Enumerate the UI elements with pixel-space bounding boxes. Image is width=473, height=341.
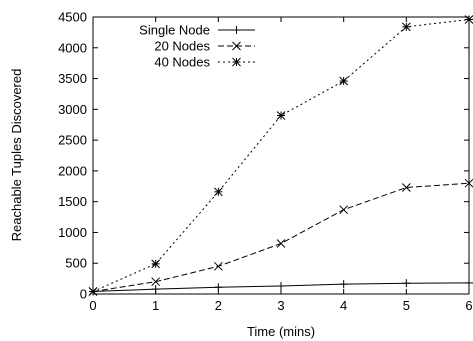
data-point [339,205,349,215]
data-point [276,111,286,120]
data-point [465,278,473,287]
data-point [277,281,285,290]
data-point [339,76,349,86]
data-point [402,279,411,288]
x-tick-label: 4 [340,298,347,313]
x-tick-label: 3 [277,298,284,313]
y-tick-label: 4500 [58,10,87,25]
data-point [213,187,223,197]
x-tick-label: 6 [465,298,472,313]
legend-marker [232,57,241,67]
data-point [88,287,98,296]
y-tick-label: 1000 [58,225,87,240]
x-tick-label: 2 [215,298,222,313]
y-tick-label: 0 [80,287,87,302]
y-tick-label: 1500 [58,194,87,209]
plot-frame [92,16,470,295]
legend-marker [232,41,241,51]
y-tick-label: 4000 [58,40,87,55]
data-point [276,239,286,248]
data-point [151,285,160,294]
x-tick-label: 5 [403,298,410,313]
data-point [213,261,223,271]
y-tick-label: 500 [65,256,87,271]
data-point [151,259,161,269]
legend-label: 40 Nodes [154,55,210,70]
data-point [401,183,411,192]
data-point [464,178,473,188]
legend-marker [232,26,241,34]
legend-label: Single Node [139,23,210,38]
y-tick-label: 2000 [58,163,87,178]
data-point [464,15,473,24]
x-tick-label: 0 [89,298,96,313]
series-line [92,182,470,293]
y-tick-label: 2500 [58,133,87,148]
x-axis-label: Time (mins) [247,324,315,339]
data-point [401,22,411,32]
data-point [214,283,223,292]
series-markers [88,15,473,296]
data-point [151,277,161,287]
series-lines [92,18,470,293]
x-tick-label: 1 [152,298,159,313]
series-line [92,18,470,292]
legend-label: 20 Nodes [154,39,210,54]
data-point [339,280,348,289]
y-tick-label: 3000 [58,102,87,117]
y-tick-label: 3500 [58,71,87,86]
y-axis-label: Reachable Tuples Discovered [9,69,24,242]
axis-ticks: 0 1 2 3 4 5 6 0 500 1000 1500 2000 2500 3000 3500 4000 4… [58,10,473,314]
